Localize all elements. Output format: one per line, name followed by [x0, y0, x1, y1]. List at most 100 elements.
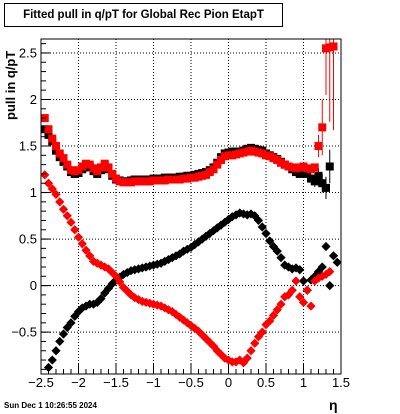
- data-point-diamond: [321, 241, 331, 252]
- data-point-diamond: [92, 258, 102, 268]
- data-point-diamond: [175, 249, 185, 259]
- y-tick-label: 1.5: [19, 139, 37, 154]
- data-point-diamond: [58, 329, 69, 339]
- data-series: [41, 39, 341, 373]
- data-point-square: [318, 123, 327, 132]
- data-point-diamond: [122, 286, 132, 296]
- data-point-diamond: [55, 197, 65, 207]
- data-point-diamond: [261, 228, 271, 239]
- data-point-square: [209, 165, 218, 174]
- data-point-diamond: [81, 245, 91, 255]
- x-tick-label: −2.5: [28, 375, 54, 390]
- data-point-diamond: [55, 336, 65, 347]
- data-point-diamond: [160, 303, 170, 313]
- data-point-diamond: [152, 300, 162, 310]
- y-tick-label: 2: [30, 92, 37, 107]
- data-point-diamond: [137, 296, 147, 307]
- data-point-square: [322, 183, 330, 192]
- data-point-square: [59, 154, 68, 163]
- data-point-diamond: [295, 265, 305, 275]
- y-tick-label: 0.5: [19, 232, 37, 247]
- data-point-diamond: [107, 279, 117, 289]
- data-point-diamond: [47, 355, 57, 365]
- data-point-square: [303, 169, 312, 178]
- series-3: [41, 170, 335, 368]
- data-point-diamond: [115, 277, 125, 287]
- y-tick-label: −0.5: [11, 325, 37, 340]
- data-point-diamond: [272, 246, 282, 256]
- data-point-diamond: [126, 266, 136, 276]
- data-point-diamond: [107, 267, 117, 278]
- data-point-diamond: [328, 251, 339, 261]
- data-point-square: [310, 177, 319, 186]
- data-point-diamond: [291, 276, 301, 286]
- data-point-diamond: [77, 239, 87, 249]
- data-point-diamond: [47, 184, 57, 194]
- x-axis-label: η: [329, 397, 338, 413]
- y-tick-label: 0: [30, 278, 37, 293]
- data-point-diamond: [122, 267, 132, 278]
- data-point-diamond: [111, 271, 121, 281]
- data-point-square: [48, 134, 57, 143]
- x-tick-label: −2: [71, 375, 86, 390]
- data-point-diamond: [250, 338, 260, 348]
- data-point-diamond: [163, 305, 174, 315]
- data-point-diamond: [306, 301, 316, 311]
- chart-title: Fitted pull in q/pT for Global Rec Pion …: [23, 9, 264, 21]
- data-point-diamond: [238, 358, 249, 368]
- data-point-diamond: [325, 267, 335, 277]
- data-point-diamond: [302, 285, 312, 295]
- data-point-diamond: [265, 236, 275, 246]
- data-point-diamond: [171, 251, 181, 261]
- x-tick-label: 1.5: [332, 375, 350, 390]
- data-point-diamond: [186, 321, 196, 331]
- data-point-square: [325, 162, 334, 171]
- data-point-diamond: [66, 217, 76, 227]
- data-point-diamond: [51, 189, 61, 200]
- data-point-diamond: [152, 259, 162, 269]
- data-point-diamond: [276, 253, 286, 263]
- data-point-diamond: [66, 318, 76, 328]
- y-axis-label: pull in q/pT: [3, 50, 18, 120]
- tick-labels: −2.5 −2 −1.5 −1 −0.5 0 0.5 1 1.5 −0.5 0 0.5 1 1.5 2 2.5: [11, 45, 350, 390]
- data-point-diamond: [51, 346, 61, 356]
- data-point-diamond: [272, 305, 282, 315]
- data-point-diamond: [212, 346, 222, 356]
- data-point-square: [318, 179, 327, 188]
- data-point-diamond: [287, 285, 297, 295]
- data-point-square: [329, 42, 338, 51]
- axis-ticks: [40, 43, 342, 374]
- data-point-diamond: [197, 330, 207, 340]
- x-tick-label: −1.5: [103, 375, 129, 390]
- data-point-diamond: [43, 178, 54, 188]
- data-point-square: [310, 163, 319, 172]
- data-point-diamond: [253, 215, 264, 226]
- data-point-diamond: [70, 225, 80, 235]
- data-point-diamond: [223, 355, 234, 365]
- data-point-diamond: [257, 327, 267, 337]
- y-tick-label: 2.5: [19, 45, 37, 60]
- x-tick-label: 0.5: [257, 375, 275, 390]
- data-point-diamond: [268, 310, 279, 320]
- data-point-diamond: [85, 251, 95, 261]
- series-2: [43, 208, 341, 373]
- data-point-diamond: [41, 170, 50, 180]
- data-point-diamond: [257, 222, 267, 232]
- x-tick-label: 1: [300, 375, 307, 390]
- data-point-square: [44, 125, 53, 134]
- data-point-diamond: [133, 294, 144, 305]
- data-point-square: [63, 160, 72, 169]
- data-point-diamond: [100, 288, 110, 298]
- data-point-diamond: [175, 312, 185, 322]
- data-point-diamond: [201, 334, 211, 344]
- x-tick-label: 0: [225, 375, 232, 390]
- data-point-square: [213, 160, 222, 169]
- data-point-diamond: [295, 292, 305, 302]
- data-point-diamond: [220, 353, 230, 363]
- data-point-square: [314, 142, 323, 151]
- data-point-diamond: [246, 346, 256, 356]
- data-point-diamond: [265, 316, 275, 326]
- data-point-diamond: [298, 276, 309, 286]
- data-point-diamond: [100, 262, 110, 272]
